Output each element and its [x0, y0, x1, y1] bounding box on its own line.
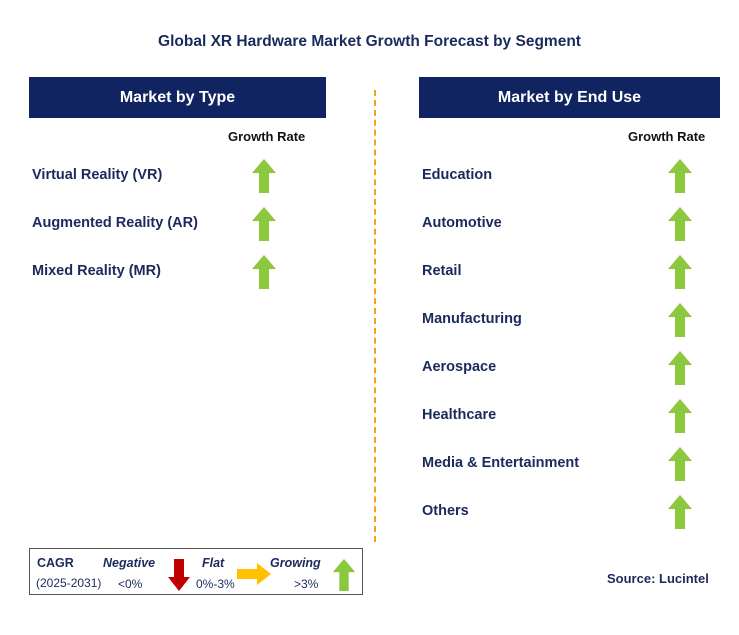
segment-label: Healthcare [422, 407, 497, 423]
legend-growing-range: >3% [294, 577, 319, 591]
right-arrow-icon [237, 563, 271, 585]
segment-label: Mixed Reality (MR) [32, 263, 161, 279]
legend-flat-range: 0%-3% [196, 577, 235, 591]
panel-divider [374, 90, 376, 542]
segment-label: Others [422, 503, 469, 519]
source-note: Source: Lucintel [607, 571, 709, 586]
up-arrow-icon [668, 159, 692, 193]
legend-negative-label: Negative [103, 556, 156, 570]
legend-flat-label: Flat [202, 556, 225, 570]
up-arrow-icon [668, 495, 692, 529]
up-arrow-icon [668, 447, 692, 481]
segment-label: Augmented Reality (AR) [32, 215, 198, 231]
up-arrow-icon [332, 559, 356, 591]
segment-label: Media & Entertainment [422, 455, 580, 471]
segment-label: Manufacturing [422, 311, 522, 327]
up-arrow-icon [668, 303, 692, 337]
legend-growing-label: Growing [270, 556, 321, 570]
legend-negative-range: <0% [118, 577, 143, 591]
segment-label: Virtual Reality (VR) [32, 167, 163, 183]
up-arrow-icon [668, 399, 692, 433]
left-panel-header: Market by Type [29, 77, 326, 118]
up-arrow-icon [668, 255, 692, 289]
segment-label: Automotive [422, 215, 502, 231]
up-arrow-icon [252, 207, 276, 241]
segment-label: Aerospace [422, 359, 497, 375]
right-growth-rate-header: Growth Rate [628, 129, 706, 144]
right-panel-header: Market by End Use [419, 77, 720, 118]
up-arrow-icon [668, 351, 692, 385]
segment-label: Education [422, 167, 493, 183]
segment-label: Retail [422, 263, 462, 279]
up-arrow-icon [252, 255, 276, 289]
down-arrow-icon [168, 559, 190, 591]
cagr-legend: CAGR (2025-2031) Negative <0% Flat 0%-3%… [29, 548, 363, 595]
left-growth-rate-header: Growth Rate [228, 129, 306, 144]
up-arrow-icon [668, 207, 692, 241]
legend-period: (2025-2031) [36, 576, 102, 590]
chart-title: Global XR Hardware Market Growth Forecas… [158, 33, 581, 50]
up-arrow-icon [252, 159, 276, 193]
legend-cagr-label: CAGR [37, 556, 74, 570]
